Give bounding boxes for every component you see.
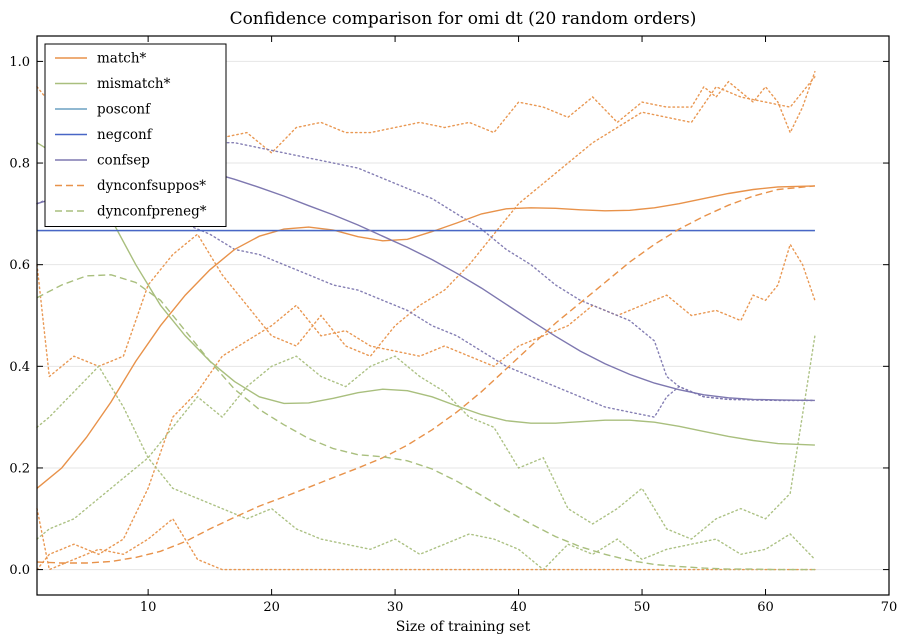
series-line-2 bbox=[36, 142, 815, 446]
legend-label: dynconfpreneg* bbox=[97, 204, 207, 220]
x-tick-label: 20 bbox=[263, 600, 280, 615]
x-axis-label: Size of training set bbox=[396, 619, 531, 635]
y-tick-label: 0.0 bbox=[9, 563, 30, 578]
x-tick-label: 40 bbox=[510, 600, 527, 615]
dotted-trace-line bbox=[36, 242, 816, 571]
legend: match* mismatch* posconf negconf confsep dync… bbox=[44, 43, 227, 227]
legend-box bbox=[44, 43, 227, 227]
x-tick-label: 70 bbox=[881, 600, 898, 615]
y-tick-label: 0.6 bbox=[9, 258, 30, 273]
dotted-trace-line bbox=[36, 507, 816, 571]
y-axis: 0.0 0.2 0.4 0.6 0.8 1.0 bbox=[9, 55, 889, 578]
x-tick-label: 60 bbox=[757, 600, 774, 615]
x-tick-label: 50 bbox=[634, 600, 651, 615]
x-tick-label: 30 bbox=[387, 600, 404, 615]
series-line-6 bbox=[36, 185, 815, 564]
x-axis: 10 20 30 40 50 60 70 bbox=[140, 36, 897, 615]
y-tick-label: 1.0 bbox=[9, 55, 30, 70]
legend-label: confsep bbox=[97, 153, 150, 169]
x-tick-label: 10 bbox=[140, 600, 157, 615]
series-line-7 bbox=[36, 274, 815, 571]
gridlines bbox=[37, 60, 889, 571]
dotted-trace-line bbox=[36, 76, 816, 378]
dotted-trace-line bbox=[36, 365, 816, 571]
legend-label: mismatch* bbox=[97, 76, 171, 92]
y-tick-label: 0.4 bbox=[9, 360, 30, 375]
plot-frame bbox=[36, 35, 890, 596]
legend-label: dynconfsuppos* bbox=[97, 178, 206, 194]
legend-label: posconf bbox=[97, 102, 151, 118]
y-tick-label: 0.2 bbox=[9, 461, 30, 476]
y-tick-label: 0.8 bbox=[9, 157, 30, 172]
dotted-trace-line bbox=[36, 335, 816, 540]
legend-label: negconf bbox=[97, 127, 153, 143]
chart-title: Confidence comparison for omi dt (20 ran… bbox=[230, 9, 697, 29]
legend-label: match* bbox=[97, 51, 147, 67]
series-line-1 bbox=[36, 185, 815, 489]
dotted-trace-line bbox=[36, 142, 816, 402]
